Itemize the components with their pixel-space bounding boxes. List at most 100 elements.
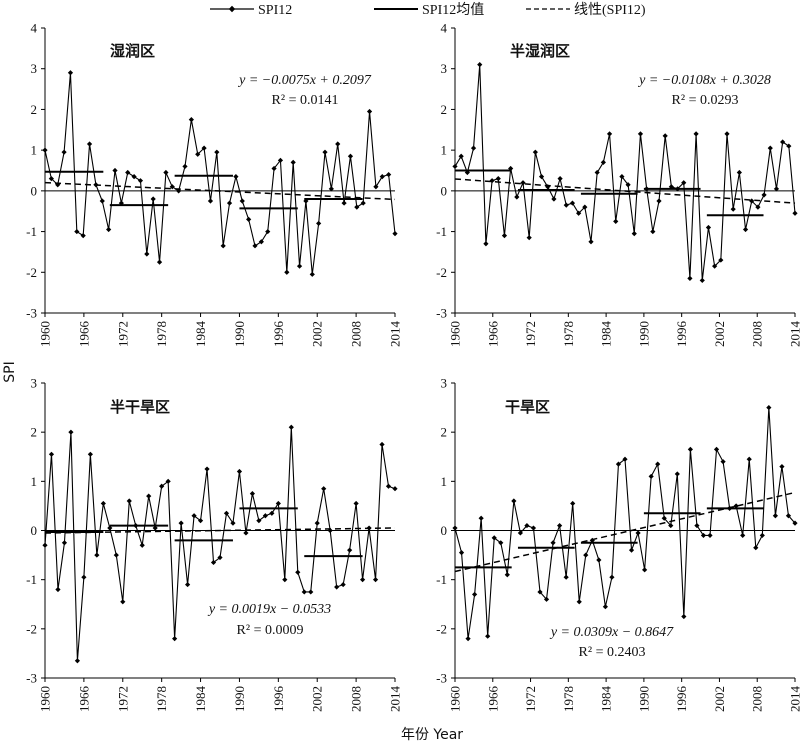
spi-point <box>269 510 275 516</box>
legend: SPI12 SPI12均值 线性(SPI12) <box>210 2 646 18</box>
spi-point <box>713 446 720 452</box>
spi-point <box>755 204 761 210</box>
spi-point <box>661 515 667 521</box>
x-tick-label: 1984 <box>599 686 614 713</box>
spi-point <box>184 581 191 588</box>
spi-point <box>766 404 772 411</box>
y-tick-label: 2 <box>441 425 448 440</box>
spi-point <box>753 545 759 551</box>
x-tick-label: 1978 <box>154 686 169 712</box>
spi-series-line <box>454 64 796 281</box>
spi-point <box>622 456 628 462</box>
spi-point <box>619 174 625 180</box>
spi-point <box>606 131 613 137</box>
spi-point <box>772 513 778 519</box>
spi-point <box>478 515 484 521</box>
spi-point <box>477 62 483 68</box>
y-axis-title: SPI <box>2 361 18 382</box>
y-tick-label: -2 <box>26 621 37 636</box>
spi-point <box>334 584 340 590</box>
spi-point <box>106 226 112 233</box>
spi-point <box>295 569 301 575</box>
panel-title: 湿润区 <box>110 42 155 60</box>
spi-point <box>452 163 458 170</box>
x-tick-label: 2002 <box>712 321 727 347</box>
legend-label-2: SPI12均值 <box>422 2 484 18</box>
spi-point <box>176 188 182 194</box>
spi-point <box>226 200 233 206</box>
trend-line <box>454 491 796 573</box>
y-tick-label: 0 <box>31 183 38 198</box>
spi-point <box>359 577 366 583</box>
x-tick-label: 1972 <box>115 686 130 712</box>
x-tick-label: 2002 <box>310 686 325 712</box>
spi-point <box>48 451 55 457</box>
spi-point <box>648 473 654 480</box>
spi-point <box>303 198 309 204</box>
spi-point <box>694 522 700 529</box>
spi-point <box>594 169 600 176</box>
spi-point <box>61 149 67 155</box>
spi-point <box>749 198 755 204</box>
spi-point <box>650 228 656 235</box>
spi-point <box>139 542 145 548</box>
spi-point <box>207 198 214 204</box>
spi-point <box>538 174 545 180</box>
spi-point <box>182 163 188 170</box>
spi-point <box>271 165 277 172</box>
y-tick-label: 3 <box>441 376 448 391</box>
spi-point <box>131 174 137 180</box>
spi-point <box>491 535 497 541</box>
y-tick-label: -3 <box>436 671 447 686</box>
spi-point <box>465 636 471 642</box>
spi-point <box>309 271 315 277</box>
spi-point <box>246 216 252 222</box>
spi-point <box>353 500 359 507</box>
spi-point <box>532 149 538 155</box>
spi-point <box>113 552 119 558</box>
spi-point <box>545 184 551 190</box>
x-tick-label: 2014 <box>788 321 800 348</box>
spi-point <box>335 141 341 147</box>
x-tick-label: 2014 <box>788 686 800 713</box>
spi-point <box>746 456 752 462</box>
spi-point <box>347 153 354 159</box>
spi-point <box>322 149 328 155</box>
spi-point <box>42 542 48 548</box>
x-axis-title: 年份 Year <box>401 727 463 743</box>
spi-point <box>340 581 346 588</box>
spi-point <box>366 525 372 531</box>
spi-point <box>80 233 86 239</box>
spi-point <box>107 525 113 531</box>
spi-point <box>662 133 668 139</box>
spi-point <box>470 145 477 151</box>
spi-point <box>628 547 635 553</box>
x-tick-label: 1984 <box>599 321 614 348</box>
spi-point <box>42 147 48 153</box>
legend-label-3: 线性(SPI12) <box>574 2 646 18</box>
spi-point <box>514 194 520 200</box>
spi-point <box>596 557 602 563</box>
x-tick-label: 1972 <box>115 321 130 347</box>
spi-point <box>637 131 644 137</box>
spi-point <box>230 520 236 526</box>
x-tick-label: 1960 <box>38 686 53 712</box>
spi-series-line <box>44 427 396 661</box>
trend-line <box>44 527 396 534</box>
spi-point <box>761 192 767 198</box>
spi-point <box>137 178 144 184</box>
spi-point <box>146 493 152 499</box>
spi-point <box>707 532 713 539</box>
spi-point <box>498 540 504 546</box>
spi-point <box>589 537 595 543</box>
spi-point <box>277 157 284 163</box>
spi-point <box>655 461 661 467</box>
spi-series-line <box>454 407 796 639</box>
x-tick-label: 1984 <box>193 686 208 713</box>
spi-point <box>386 171 392 178</box>
spi-point <box>458 550 465 556</box>
spi-point <box>687 275 693 281</box>
